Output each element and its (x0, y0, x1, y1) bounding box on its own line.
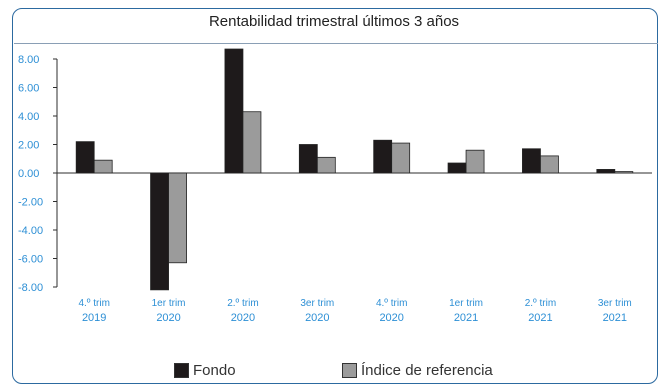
title-divider (14, 43, 658, 44)
bar-chart: 8.00 6.00 4.00 2.00 0.00 -2.00 -4.00 -6.00 -8.00… (18, 48, 652, 324)
bar-fondo-1 (150, 172, 169, 291)
y-tick-label: -2.00 (18, 197, 43, 209)
bar-indice-6 (540, 155, 559, 174)
x-tick-label-year: 2019 (82, 312, 106, 324)
bar-indice-1 (168, 172, 187, 264)
bar-fondo-2 (224, 48, 244, 174)
x-tick-label-year: 2021 (528, 312, 552, 324)
legend-swatch-fondo (174, 363, 189, 378)
x-tick-label-quarter: 2.º trim (525, 298, 556, 309)
x-tick-label-year: 2020 (379, 312, 403, 324)
x-tick-label-quarter: 1er trim (449, 298, 483, 309)
x-axis-labels: 4.º trim 2019 1er trim 2020 2.º trim 2020 3er … (78, 298, 631, 324)
x-tick-label-quarter: 2.º trim (227, 298, 258, 309)
legend-item-fondo: Fondo (174, 362, 236, 379)
bar-fondo-5 (447, 162, 467, 174)
x-tick-label-quarter: 1er trim (152, 298, 186, 309)
bar-indice-5 (465, 149, 485, 174)
bar-fondo-6 (522, 148, 541, 174)
x-tick-label-year: 2021 (454, 312, 478, 324)
bars (75, 48, 634, 291)
x-tick-label-quarter: 3er trim (598, 298, 632, 309)
bar-indice-3 (316, 156, 336, 174)
y-tick-label: 8.00 (18, 54, 39, 66)
legend: Fondo Índice de referencia (0, 362, 668, 382)
bar-fondo-3 (298, 144, 318, 174)
x-tick-label-quarter: 4.º trim (78, 298, 109, 309)
y-tick-label: -6.00 (18, 254, 43, 266)
legend-label-fondo: Fondo (193, 362, 236, 379)
bar-indice-4 (391, 142, 411, 174)
legend-label-indice: Índice de referencia (361, 362, 493, 379)
bar-indice-7 (614, 171, 634, 174)
chart-frame (12, 8, 658, 384)
x-tick-label-quarter: 4.º trim (376, 298, 407, 309)
y-axis: 8.00 6.00 4.00 2.00 0.00 -2.00 -4.00 -6.00 -8.00 (18, 54, 652, 294)
bar-fondo-4 (373, 139, 393, 174)
x-tick-label-year: 2020 (305, 312, 329, 324)
x-tick-label-year: 2020 (156, 312, 180, 324)
bar-indice-0 (93, 159, 113, 174)
bar-fondo-0 (75, 141, 95, 174)
x-tick-label-year: 2020 (231, 312, 255, 324)
bar-indice-2 (242, 111, 262, 174)
chart-title: Rentabilidad trimestral últimos 3 años (208, 13, 460, 30)
y-tick-label: 4.00 (18, 111, 39, 123)
bar-fondo-7 (596, 169, 616, 174)
x-tick-label-year: 2021 (603, 312, 627, 324)
y-tick-label: -4.00 (18, 225, 43, 237)
x-tick-label-quarter: 3er trim (300, 298, 334, 309)
legend-swatch-indice (342, 363, 357, 378)
y-tick-label: 2.00 (18, 140, 39, 152)
legend-item-indice: Índice de referencia (342, 362, 493, 379)
y-tick-label: -8.00 (18, 282, 43, 294)
y-tick-label: 0.00 (18, 168, 39, 180)
y-tick-label: 6.00 (18, 83, 39, 95)
